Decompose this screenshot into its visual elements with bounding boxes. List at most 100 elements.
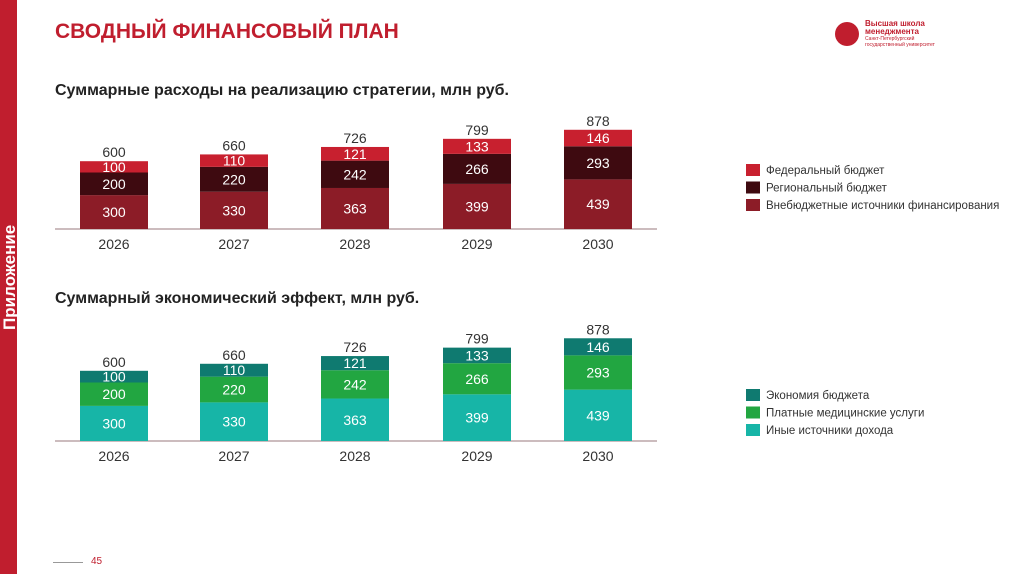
page-title: СВОДНЫЙ ФИНАНСОВЫЙ ПЛАН (55, 20, 399, 43)
legend-label: Федеральный бюджет (766, 165, 885, 177)
data-label: 110 (223, 362, 246, 378)
data-label: 363 (343, 200, 367, 216)
data-label: 121 (343, 146, 367, 162)
legend-label: Платные медицинские услуги (766, 408, 924, 420)
total-label: 726 (343, 339, 367, 355)
data-label: 200 (102, 176, 126, 192)
data-label: 220 (222, 171, 246, 187)
x-tick-label: 2026 (98, 448, 129, 464)
bar-segment (564, 129, 632, 147)
bar-segment (443, 183, 511, 229)
x-tick-label: 2030 (582, 448, 613, 464)
bar-segment (321, 356, 389, 371)
legend-swatch (746, 406, 760, 419)
data-label: 266 (465, 371, 489, 387)
x-tick-label: 2029 (461, 236, 492, 252)
legend-swatch (746, 199, 760, 211)
legend-label: Внебюджетные источники финансирования (766, 200, 999, 212)
total-label: 878 (586, 113, 610, 129)
total-label: 799 (465, 122, 489, 138)
legend-swatch (746, 424, 760, 436)
logo: Высшая школа менеджмента Санкт-Петербург… (835, 20, 935, 48)
total-label: 799 (465, 331, 489, 347)
data-label: 220 (222, 382, 246, 398)
logo-line4: государственный университет (865, 42, 935, 48)
data-label: 266 (465, 161, 489, 177)
x-tick-label: 2028 (339, 236, 370, 252)
legend-label: Экономия бюджета (766, 390, 870, 402)
data-label: 133 (465, 138, 489, 154)
page-number: 45 (91, 556, 103, 567)
x-tick-label: 2027 (218, 448, 249, 464)
data-label: 146 (586, 130, 610, 146)
data-label: 363 (343, 412, 367, 428)
data-label: 200 (102, 386, 126, 402)
bar-segment (80, 161, 148, 173)
legend-swatch (746, 389, 760, 401)
legend-label: Региональный бюджет (766, 183, 888, 195)
total-label: 600 (102, 144, 126, 160)
logo-emblem-icon (835, 22, 859, 46)
bar-segment (80, 370, 148, 383)
x-tick-label: 2030 (582, 236, 613, 252)
bar-segment (443, 347, 511, 364)
data-label: 399 (465, 410, 489, 426)
data-label: 121 (343, 355, 367, 371)
data-label: 133 (465, 347, 489, 363)
bar-segment (200, 363, 268, 377)
bar-segment (80, 382, 148, 406)
bar-segment (564, 389, 632, 441)
data-label: 293 (586, 155, 610, 171)
footer-divider (53, 562, 83, 563)
legend-label: Иные источники дохода (766, 425, 894, 437)
bar-segment (443, 138, 511, 154)
data-label: 100 (102, 369, 126, 385)
logo-line1: Высшая школа (865, 19, 925, 28)
data-label: 300 (102, 415, 126, 431)
bar-segment (564, 146, 632, 180)
data-label: 439 (586, 407, 610, 423)
total-label: 726 (343, 130, 367, 146)
data-label: 110 (223, 153, 246, 169)
data-label: 399 (465, 198, 489, 214)
data-label: 146 (586, 339, 610, 355)
bar-segment (321, 146, 389, 161)
bar-segment (321, 370, 389, 399)
bar-segment (200, 154, 268, 167)
bar-segment (80, 195, 148, 229)
bar-segment (321, 398, 389, 441)
total-label: 600 (102, 354, 126, 370)
total-label: 660 (222, 137, 246, 153)
logo-line2: менеджмента (865, 27, 919, 36)
data-label: 242 (343, 376, 367, 392)
x-tick-label: 2029 (461, 448, 492, 464)
data-label: 293 (586, 364, 610, 380)
bar-segment (80, 172, 148, 196)
chart1-title: Суммарные расходы на реализацию стратеги… (55, 82, 509, 99)
data-label: 100 (102, 159, 126, 175)
x-tick-label: 2026 (98, 236, 129, 252)
total-label: 878 (586, 321, 610, 337)
bar-segment (200, 376, 268, 403)
legend-swatch (746, 181, 760, 194)
data-label: 330 (222, 414, 246, 430)
logo-line3: Санкт-Петербургский (865, 36, 915, 42)
x-tick-label: 2027 (218, 236, 249, 252)
data-label: 330 (222, 202, 246, 218)
sidebar: Приложение (0, 0, 19, 574)
bar-segment (200, 402, 268, 441)
legend-swatch (746, 164, 760, 176)
bar-segment (200, 191, 268, 229)
bar-segment (443, 394, 511, 441)
bar-segment (564, 355, 632, 390)
bar-segment (321, 160, 389, 188)
bar-segment (80, 405, 148, 441)
chart2-title: Суммарный экономический эффект, млн руб. (55, 290, 420, 307)
data-label: 242 (343, 166, 367, 182)
bar-segment (200, 166, 268, 192)
bar-segment (564, 338, 632, 356)
bar-segment (443, 363, 511, 395)
x-tick-label: 2028 (339, 448, 370, 464)
bar-segment (321, 187, 389, 229)
